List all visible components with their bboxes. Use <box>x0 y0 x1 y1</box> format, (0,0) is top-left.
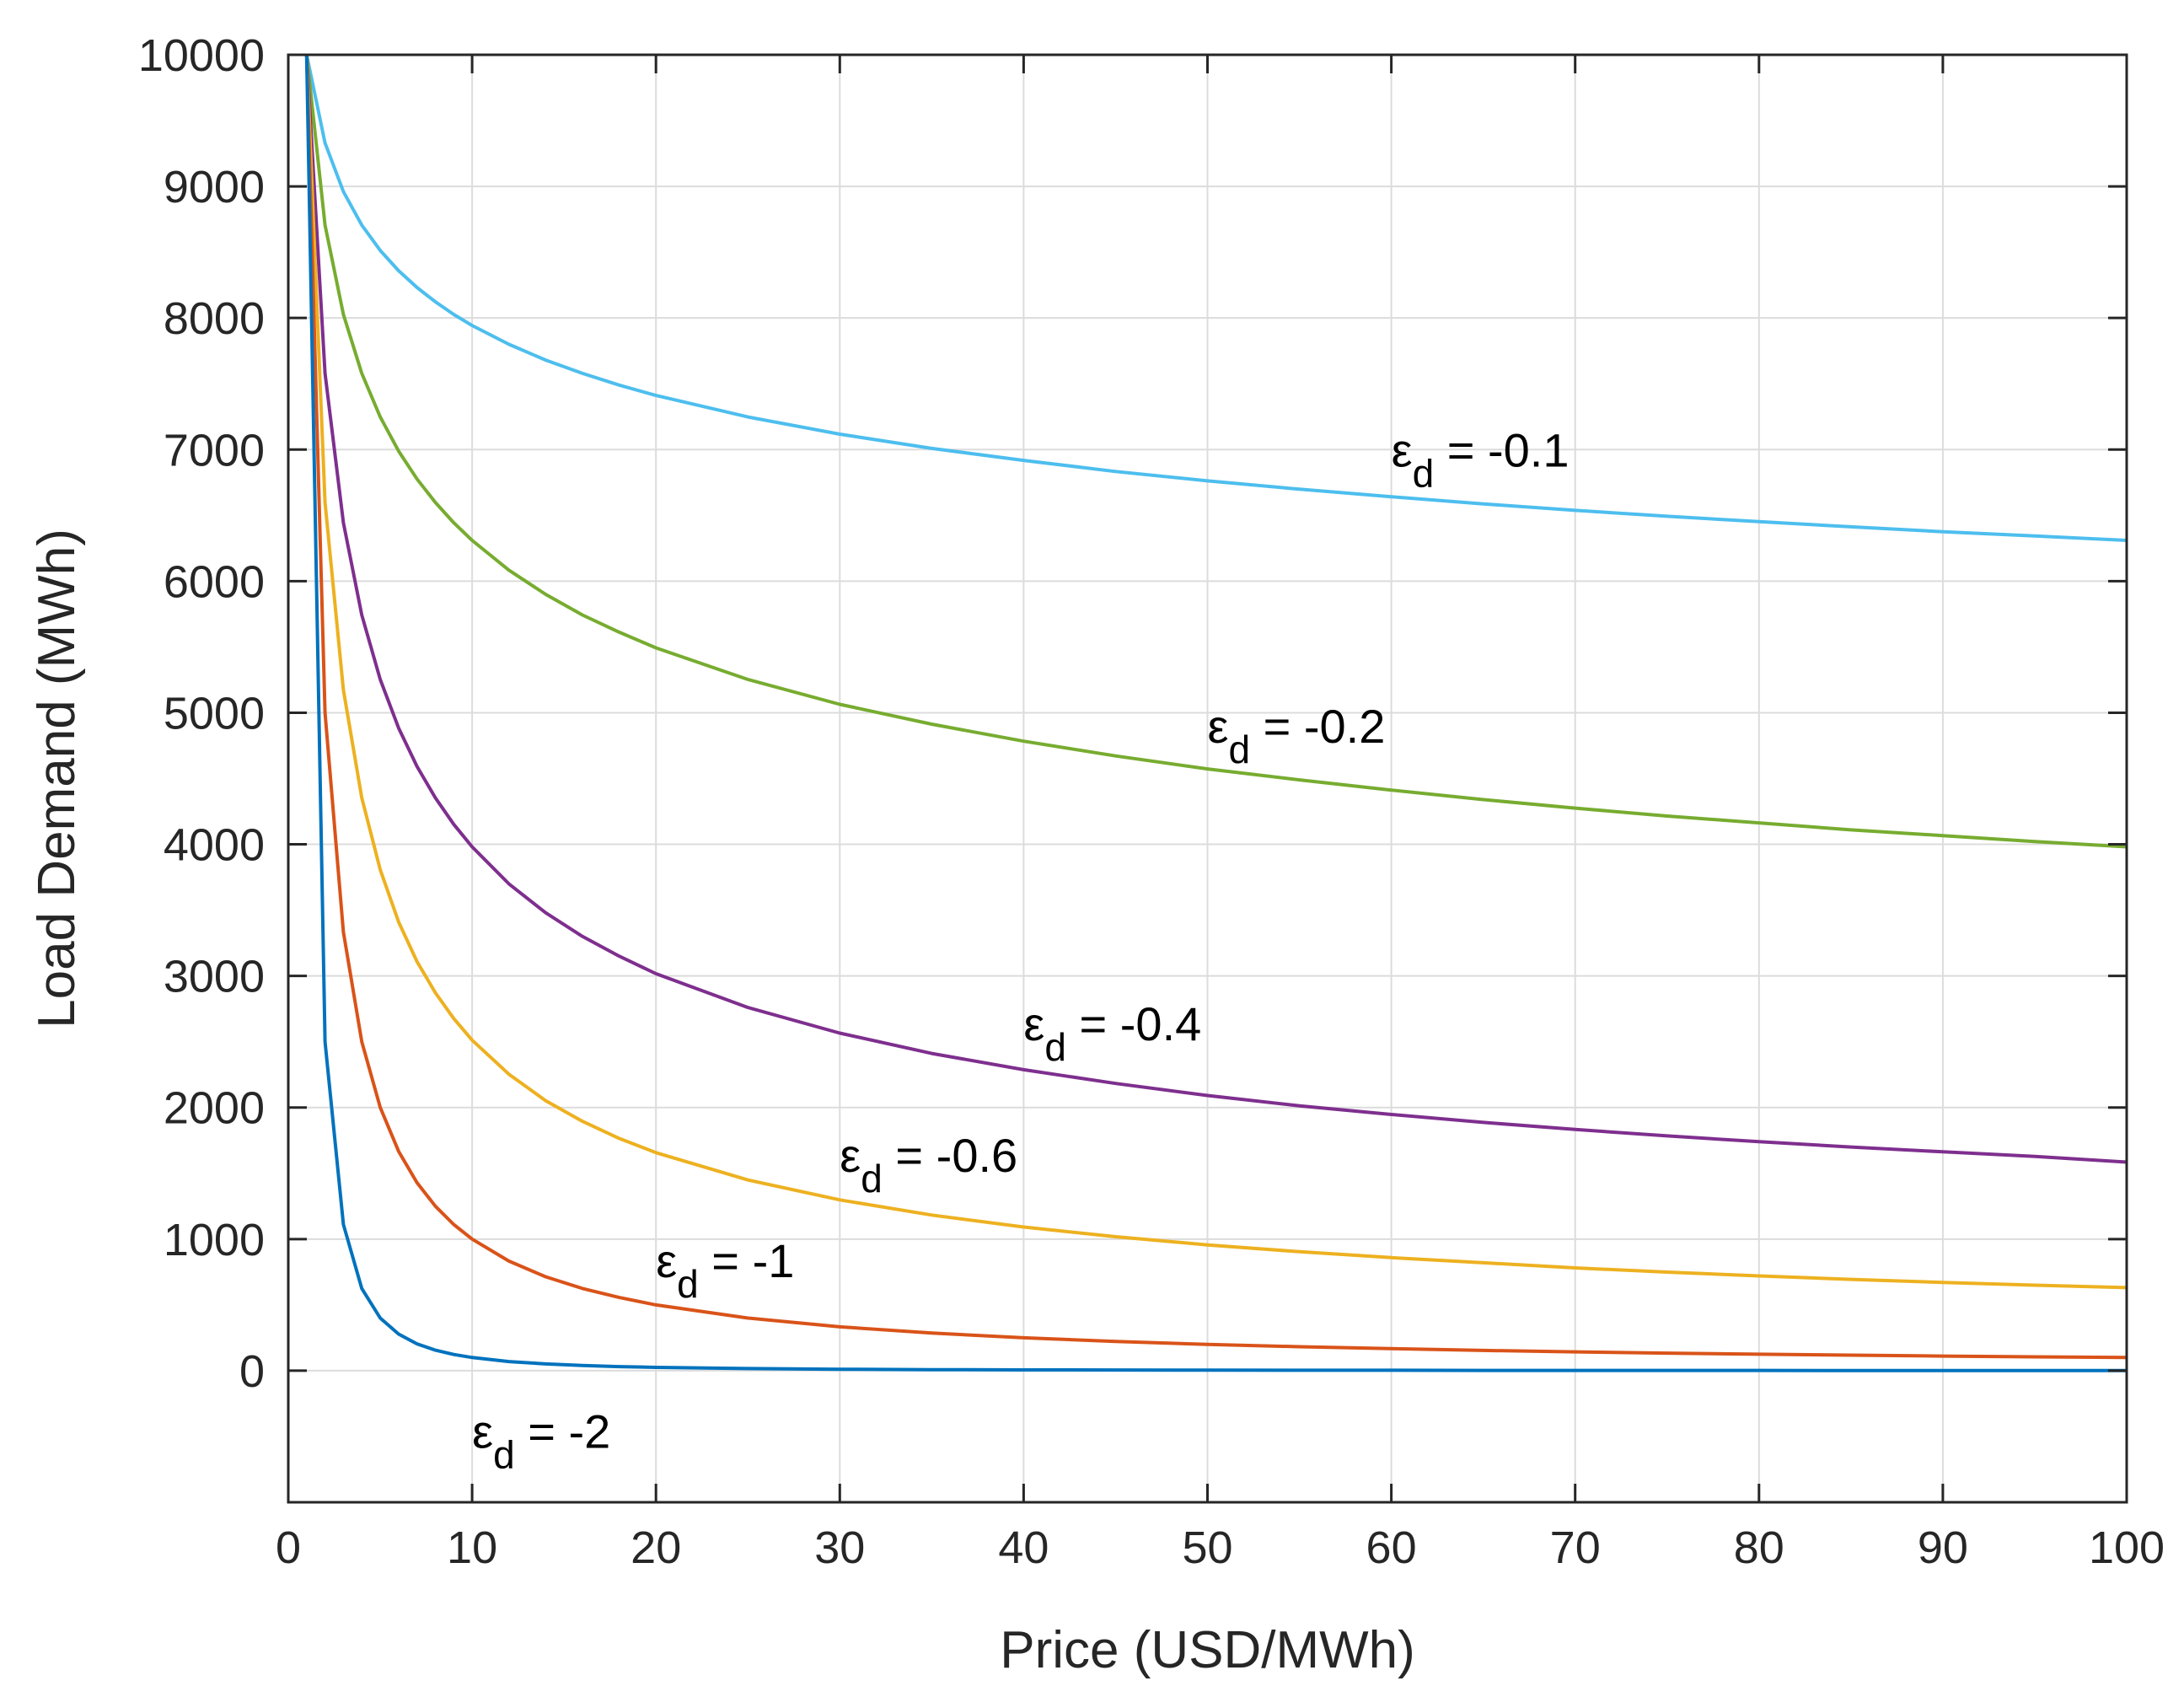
y-tick-label: 8000 <box>164 293 265 344</box>
axis-ticks <box>287 53 2128 1502</box>
y-tick-label: 4000 <box>164 820 265 871</box>
y-tick-label: 9000 <box>164 162 265 212</box>
y-tick-label: 6000 <box>164 556 265 607</box>
y-tick-label: 5000 <box>164 688 265 738</box>
annotation-symbol: ε <box>1392 423 1413 476</box>
annotation-subscript: d <box>677 1262 699 1306</box>
x-tick-label: 30 <box>814 1522 865 1573</box>
annotation-text: = -0.4 <box>1066 997 1201 1050</box>
series-lines <box>304 54 2128 1372</box>
x-tick-label: 10 <box>447 1522 497 1573</box>
annotation-label: εd = -2 <box>472 1405 610 1477</box>
x-tick-label: 50 <box>1182 1522 1232 1573</box>
annotation-text: = -0.1 <box>1434 423 1569 476</box>
y-tick-label: 2000 <box>164 1083 265 1134</box>
x-tick-label: 60 <box>1366 1522 1417 1573</box>
x-tick-label: 70 <box>1550 1522 1601 1573</box>
annotation-symbol: ε <box>472 1405 493 1458</box>
annotation-text: = -0.2 <box>1250 700 1385 753</box>
x-tick-label: 0 <box>276 1522 301 1573</box>
y-tick-label: 0 <box>239 1346 265 1397</box>
series-line <box>304 54 2128 1164</box>
annotation-text: = -0.6 <box>883 1129 1017 1182</box>
x-tick-label: 90 <box>1918 1522 1968 1573</box>
annotation-symbol: ε <box>1208 700 1229 753</box>
annotation-subscript: d <box>861 1157 883 1200</box>
annotation-label: εd = -0.4 <box>1023 997 1201 1069</box>
x-tick-label: 40 <box>998 1522 1049 1573</box>
y-tick-label: 1000 <box>164 1215 265 1265</box>
x-tick-label: 20 <box>631 1522 681 1573</box>
annotation-label: εd = -0.6 <box>840 1129 1017 1200</box>
series-line <box>304 54 2128 542</box>
x-axis-label: Price (USD/MWh) <box>1000 1621 1415 1679</box>
series-line <box>304 54 2127 1372</box>
y-tick-label: 3000 <box>164 952 265 1002</box>
annotation-text: = -1 <box>699 1234 795 1287</box>
annotation-label: εd = -0.2 <box>1208 700 1386 771</box>
x-tick-label: 100 <box>2089 1522 2165 1573</box>
annotation-symbol: ε <box>840 1129 861 1182</box>
tick-labels: 0 10 20 30 40 50 60 70 80 90 100010002000300040005… <box>138 30 2165 1573</box>
y-tick-label: 10000 <box>138 30 265 81</box>
annotation-label: εd = -0.1 <box>1392 423 1570 495</box>
annotation-symbol: ε <box>656 1234 677 1287</box>
y-tick-label: 7000 <box>164 425 265 475</box>
series-line <box>304 54 2128 1290</box>
annotation-label: εd = -1 <box>656 1234 794 1306</box>
annotations: εd = -0.1εd = -0.2εd = -0.4εd = -0.6εd =… <box>472 423 1569 1476</box>
annotation-symbol: ε <box>1023 997 1044 1050</box>
annotation-subscript: d <box>1228 728 1250 771</box>
annotation-text: = -2 <box>515 1405 611 1458</box>
annotation-subscript: d <box>1413 451 1435 495</box>
x-tick-label: 80 <box>1734 1522 1784 1573</box>
annotation-subscript: d <box>1044 1025 1066 1069</box>
series-line <box>304 54 2128 849</box>
series-line <box>304 54 2128 1360</box>
y-axis-label: Load Demand (MWh) <box>28 529 86 1028</box>
annotation-subscript: d <box>493 1433 515 1477</box>
